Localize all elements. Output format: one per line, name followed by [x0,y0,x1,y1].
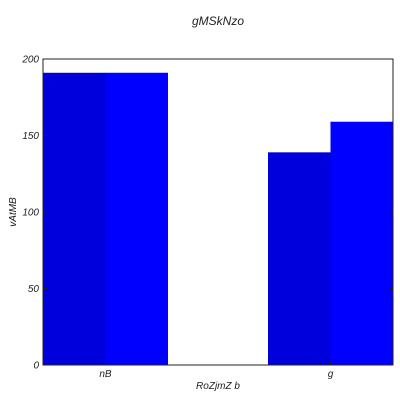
y-tick-label: 100 [22,208,39,219]
y-tick-label: 0 [33,361,39,372]
chart-title: gMSkNzo [192,14,244,28]
x-axis-label: RoZjmZ b [196,381,240,392]
x-tick-label: g [328,369,334,380]
y-tick-label: 200 [21,55,39,66]
bar-g-2 [330,121,393,365]
x-tick-label: nB [99,369,112,380]
bar-nB-2 [105,72,168,366]
y-tick-label: 150 [22,131,39,142]
plot-frame [42,58,394,366]
x-axis-ticks: nB g [99,361,334,380]
bar-g-1 [268,152,331,365]
bar-nB-1 [43,72,106,366]
bar-group [43,72,393,366]
y-axis-label: vAtMB [8,197,19,227]
y-tick-label: 50 [28,284,40,295]
